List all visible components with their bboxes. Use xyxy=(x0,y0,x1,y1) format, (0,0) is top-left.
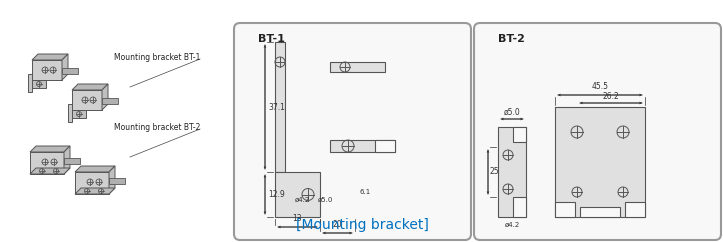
Polygon shape xyxy=(72,84,108,90)
Text: BT-1: BT-1 xyxy=(258,34,285,44)
Polygon shape xyxy=(555,107,645,217)
Polygon shape xyxy=(68,104,72,122)
Text: ø5.0: ø5.0 xyxy=(317,197,333,203)
Polygon shape xyxy=(555,202,575,217)
Polygon shape xyxy=(625,202,645,217)
FancyBboxPatch shape xyxy=(234,23,471,240)
Text: 20: 20 xyxy=(333,220,342,229)
Polygon shape xyxy=(30,168,70,174)
Polygon shape xyxy=(64,158,80,164)
Text: ø4.2: ø4.2 xyxy=(505,222,520,228)
Polygon shape xyxy=(32,80,46,88)
Text: 26.2: 26.2 xyxy=(603,92,620,101)
Text: [Mounting bracket]: [Mounting bracket] xyxy=(296,218,429,232)
Polygon shape xyxy=(72,90,102,110)
Polygon shape xyxy=(513,197,526,217)
Text: BT-2: BT-2 xyxy=(498,34,525,44)
Polygon shape xyxy=(102,98,118,104)
Polygon shape xyxy=(32,54,68,60)
Polygon shape xyxy=(580,207,620,217)
Text: Mounting bracket BT-2: Mounting bracket BT-2 xyxy=(114,122,200,131)
Polygon shape xyxy=(64,146,70,174)
Polygon shape xyxy=(62,68,78,74)
Polygon shape xyxy=(75,188,115,194)
Text: ø4.2: ø4.2 xyxy=(294,197,309,203)
Polygon shape xyxy=(75,172,109,194)
Text: Mounting bracket BT-1: Mounting bracket BT-1 xyxy=(114,53,200,61)
Polygon shape xyxy=(28,74,32,92)
Polygon shape xyxy=(30,146,70,152)
Text: 6.1: 6.1 xyxy=(359,189,371,196)
Polygon shape xyxy=(62,54,68,80)
FancyBboxPatch shape xyxy=(474,23,721,240)
Polygon shape xyxy=(75,166,115,172)
Polygon shape xyxy=(330,62,385,72)
Text: 12.9: 12.9 xyxy=(268,190,285,199)
Text: ø5.0: ø5.0 xyxy=(504,108,521,117)
Polygon shape xyxy=(275,42,285,172)
Polygon shape xyxy=(102,84,108,110)
Polygon shape xyxy=(375,140,395,152)
Polygon shape xyxy=(275,172,320,217)
Text: 37.1: 37.1 xyxy=(268,103,285,112)
Polygon shape xyxy=(513,127,526,142)
Polygon shape xyxy=(72,110,86,118)
Polygon shape xyxy=(330,140,395,152)
Polygon shape xyxy=(32,60,62,80)
Polygon shape xyxy=(109,166,115,194)
Polygon shape xyxy=(498,127,526,217)
Polygon shape xyxy=(109,178,125,184)
Text: 45.5: 45.5 xyxy=(591,82,609,91)
Text: 13: 13 xyxy=(293,214,302,223)
Polygon shape xyxy=(30,152,64,174)
Text: 25: 25 xyxy=(490,167,500,176)
